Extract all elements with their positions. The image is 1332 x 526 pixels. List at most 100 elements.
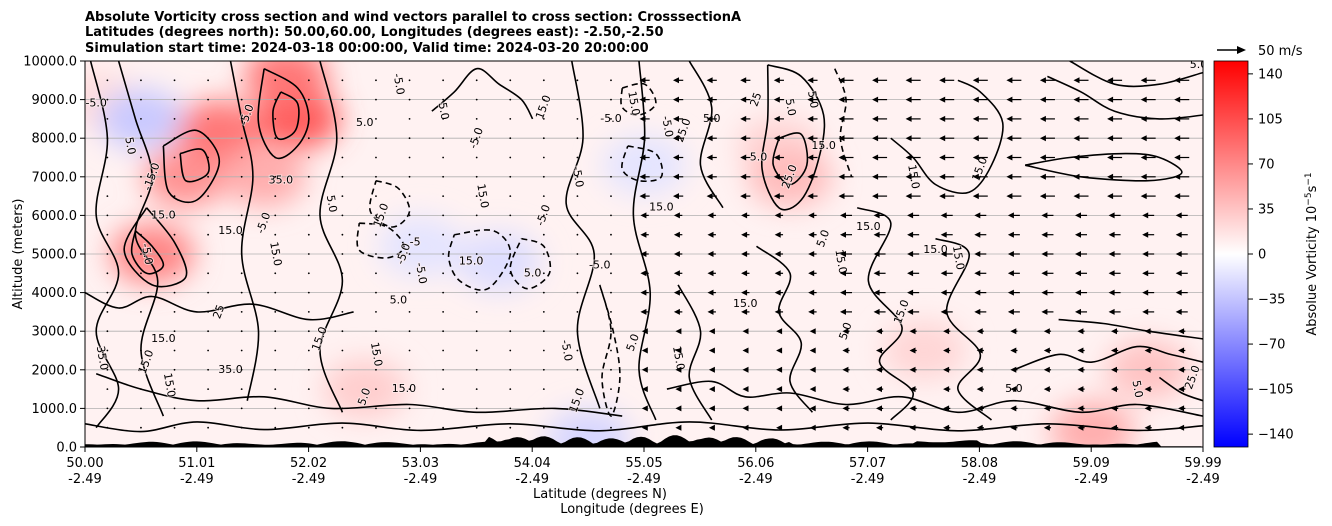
contour-label-9: 35.0 [218, 363, 243, 376]
wind-vector-dot [442, 156, 445, 159]
wind-vector-head [1142, 289, 1149, 296]
wind-vector-dot [610, 156, 612, 159]
wind-vector-dot [408, 175, 411, 178]
contour-label-1: 5.0 [122, 136, 138, 155]
wind-vector-dot [140, 272, 142, 275]
wind-vector-head [1144, 424, 1151, 431]
wind-vector-head [1010, 328, 1017, 335]
wind-vector-head [876, 424, 882, 431]
wind-vector-head [1142, 212, 1149, 219]
wind-vector-head [838, 154, 845, 161]
wind-vector-dot [140, 368, 142, 371]
wind-vector-dot [173, 330, 176, 333]
wind-vector-head [742, 366, 749, 373]
wind-vector-head [1077, 366, 1084, 373]
wind-vector-dot [610, 195, 612, 198]
wind-vector-head [940, 289, 947, 296]
colorbar-tick-label-4: 0 [1258, 248, 1266, 263]
colorbar-tick-label-0: 140 [1258, 67, 1283, 82]
x-tick-lon-9: -2.49 [1074, 472, 1108, 487]
wind-vector-dot [207, 98, 210, 101]
wind-vector-dot [173, 291, 176, 294]
wind-vector-dot [542, 330, 545, 333]
wind-vector-head [840, 289, 846, 296]
wind-vector-head [1075, 212, 1081, 219]
wind-vector-dot [274, 156, 277, 159]
wind-vector-head [909, 386, 916, 393]
wind-vector-head [939, 154, 946, 161]
wind-vector-dot [240, 272, 243, 275]
wind-vector-head [1039, 115, 1046, 122]
wind-vector-dot [408, 349, 411, 352]
wind-vector-dot [274, 118, 277, 120]
wind-vector-dot [542, 253, 545, 255]
x-tick-lat-4: 54.04 [514, 456, 551, 471]
colorbar-tick-label-2: 70 [1258, 157, 1275, 172]
contour-line-33 [95, 372, 623, 417]
wind-vector-head [1108, 308, 1115, 315]
wind-vector-dot [542, 291, 545, 294]
wind-vector-head [972, 154, 979, 161]
wind-vector-dot [509, 272, 512, 275]
wind-vector-dot [341, 388, 344, 390]
contour-line-14 [565, 61, 601, 409]
wind-vector-dot [274, 407, 277, 410]
wind-vector-head [741, 308, 748, 315]
wind-vector-head [776, 366, 783, 373]
wind-vector-head [940, 308, 947, 315]
wind-vector-dot [442, 272, 445, 275]
wind-vector-head [943, 386, 950, 393]
wind-vector-dot [542, 233, 545, 236]
wind-vector-head [773, 154, 780, 161]
wind-vector-head [776, 405, 783, 412]
wind-vector-head [1144, 386, 1151, 393]
wind-vector-dot [375, 137, 377, 140]
chart-title: Absolute Vorticity cross section and win… [85, 10, 741, 56]
contour-label-0: -5.0 [85, 96, 106, 109]
vorticity-region-5 [244, 61, 329, 107]
wind-vector-dot [307, 368, 310, 371]
wind-vector-dot [207, 233, 210, 236]
wind-vector-head [872, 115, 879, 122]
wind-vector-head [1107, 193, 1114, 200]
wind-vector-head [1140, 154, 1147, 161]
wind-vector-dot [341, 175, 344, 178]
x-tick-lon-0: -2.49 [68, 472, 102, 487]
wind-vector-dot [173, 253, 176, 255]
wind-vector-head [673, 135, 679, 142]
wind-vector-dot [542, 426, 545, 429]
wind-vector-head [905, 154, 912, 161]
wind-vector-dot [442, 349, 445, 352]
wind-vector-head [1142, 251, 1149, 257]
wind-vector-head [807, 115, 814, 122]
contour-line-4 [162, 129, 221, 203]
wind-vector-head [907, 251, 914, 257]
x-tick-lat-2: 52.02 [290, 456, 327, 471]
wind-vector-dot [576, 388, 579, 390]
wind-vector-dot [610, 291, 612, 294]
wind-vector-head [1075, 289, 1081, 296]
wind-vector-head [708, 366, 715, 373]
wind-vector-dot [542, 349, 545, 352]
wind-vector-dot [140, 233, 142, 236]
x-axis-ticks: 50.00-2.4951.01-2.4952.02-2.4953.03-2.49… [66, 447, 1222, 487]
wind-vector-dot [408, 118, 411, 120]
wind-vector-head [673, 193, 679, 200]
wind-vector-head [1174, 115, 1181, 122]
wind-vector-head [740, 135, 747, 142]
wind-vector-dot [509, 214, 512, 217]
wind-vector-dot [542, 214, 545, 217]
wind-vector-head [673, 77, 679, 84]
wind-vector-dot [106, 272, 109, 275]
wind-vector-dot [442, 368, 445, 371]
wind-vector-dot [576, 349, 579, 352]
wind-vector-dot [240, 349, 243, 352]
wind-vector-dot [542, 156, 545, 159]
x-tick-lon-1: -2.49 [180, 472, 214, 487]
wind-vector-head [838, 115, 845, 122]
wind-vector-head [1111, 366, 1117, 373]
contour-line-28 [856, 206, 914, 421]
wind-vector-head [639, 173, 646, 180]
wind-vector-head [873, 231, 880, 238]
contour-line-29 [935, 237, 993, 421]
